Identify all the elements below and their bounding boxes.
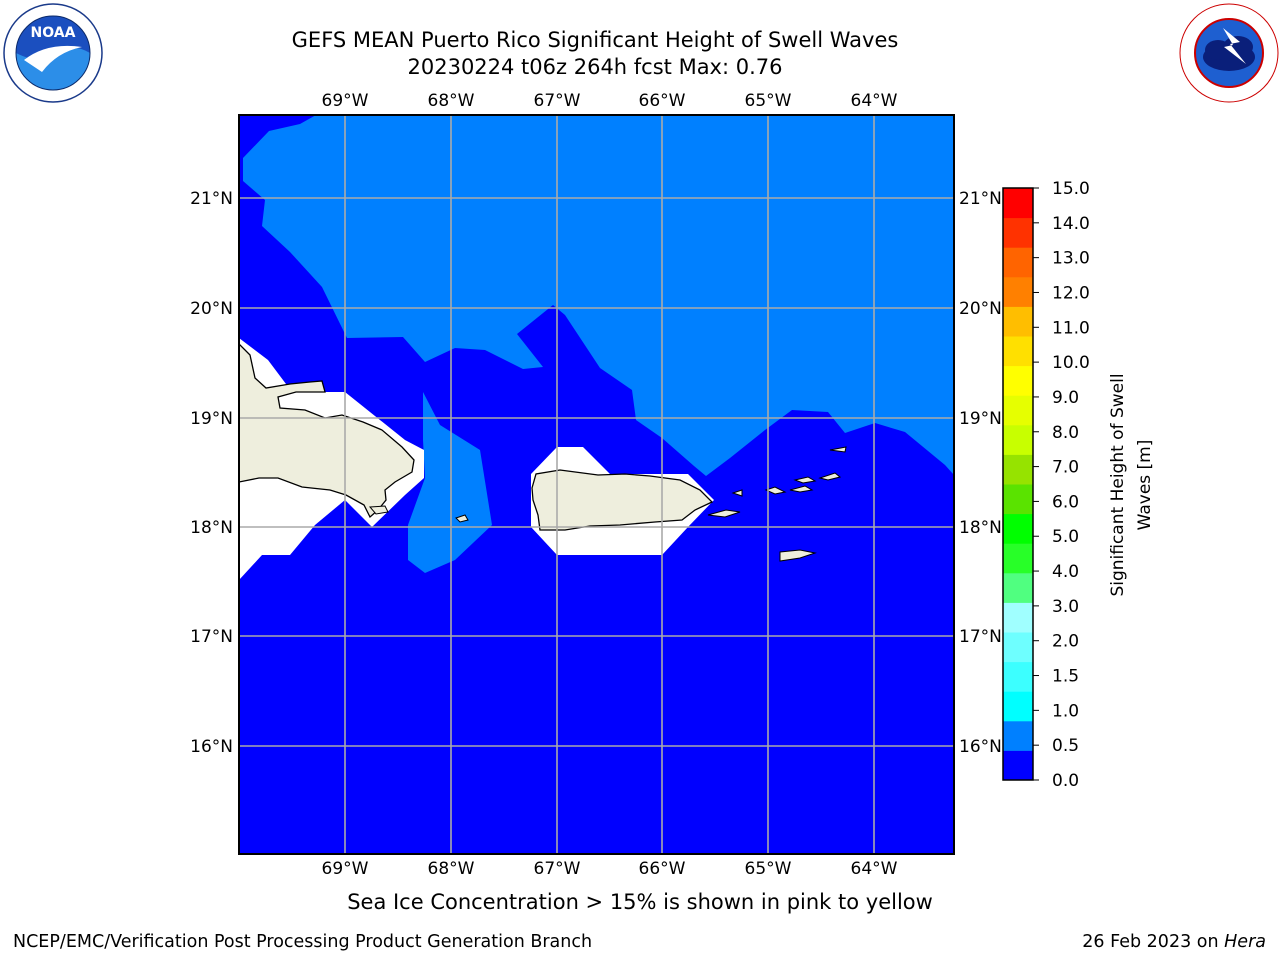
colorbar-tick-label: 3.0 [1052, 597, 1079, 617]
colorbar-segment [1003, 247, 1033, 278]
colorbar-tick-label: 4.0 [1052, 562, 1079, 582]
colorbar-segment [1003, 306, 1033, 337]
lon-labels-bottom: 69°W 68°W 67°W 66°W 65°W 64°W [322, 859, 898, 879]
lon-label: 69°W [322, 859, 369, 879]
lon-label: 66°W [639, 91, 686, 111]
colorbar-tick-label: 6.0 [1052, 492, 1079, 512]
land-culebra [731, 489, 743, 497]
lon-label: 65°W [745, 859, 792, 879]
colorbar-segment [1003, 454, 1033, 485]
land-puerto-rico [531, 469, 714, 531]
ocean-mid-swell-spot [412, 247, 433, 258]
lat-label: 20°N [959, 299, 1002, 319]
colorbar-label-line1: Significant Height of Swell [1108, 373, 1128, 596]
colorbar-frame [1002, 187, 1034, 781]
colorbar-tick-label: 15.0 [1052, 179, 1090, 199]
map-subtitle: 20230224 t06z 264h fcst Max: 0.76 [407, 55, 783, 79]
colorbar-segment [1003, 217, 1033, 248]
colorbar-segment [1003, 188, 1033, 219]
map-graticule [239, 115, 954, 854]
colorbar-tick-label: 7.0 [1052, 458, 1079, 478]
land-hispaniola [239, 343, 415, 519]
lon-label: 68°W [428, 91, 475, 111]
colorbar-tick-label: 1.0 [1052, 701, 1079, 721]
colorbar-label-line2: Waves [m] [1135, 440, 1155, 531]
lat-label: 16°N [959, 737, 1002, 757]
colorbar-segment [1003, 720, 1033, 751]
land-virgin-islands [764, 446, 847, 495]
colorbar-segment [1003, 572, 1033, 603]
colorbar-tick-label: 0.5 [1052, 736, 1079, 756]
colorbar-segments [1003, 188, 1033, 781]
lat-label: 21°N [959, 189, 1002, 209]
land-st-croix [779, 549, 817, 562]
colorbar-tick-label: 10.0 [1052, 353, 1090, 373]
colorbar-segment [1003, 513, 1033, 544]
colorbar-segment [1003, 336, 1033, 367]
colorbar-segment [1003, 543, 1033, 574]
map-frame [238, 114, 955, 855]
colorbar-tick-label: 0.0 [1052, 771, 1079, 791]
colorbar-segment [1003, 632, 1033, 663]
lon-label: 69°W [322, 91, 369, 111]
colorbar-segment [1003, 365, 1033, 396]
noaa-logo-text: NOAA [31, 25, 76, 41]
lat-label: 20°N [190, 299, 233, 319]
lat-label: 19°N [959, 409, 1002, 429]
colorbar-segment [1003, 750, 1033, 781]
colorbar-segment [1003, 484, 1033, 515]
lat-label: 16°N [190, 737, 233, 757]
ocean-mid-swell-region [243, 115, 954, 476]
land-vieques [707, 509, 741, 518]
lon-label: 64°W [851, 859, 898, 879]
lat-label: 21°N [190, 189, 233, 209]
colorbar-segment [1003, 602, 1033, 633]
colorbar-ticks: 0.0 0.5 1.0 1.5 2.0 3.0 4.0 5.0 6.0 7.0 8.0 9.0 10.0… [1033, 179, 1090, 791]
colorbar-tick-label: 14.0 [1052, 214, 1090, 234]
generation-date: 26 Feb 2023 on Hera [1082, 932, 1266, 952]
lat-labels-right: 21°N 20°N 19°N 18°N 17°N 16°N [959, 189, 1002, 757]
colorbar-tick-label: 9.0 [1052, 388, 1079, 408]
colorbar-tick-label: 1.5 [1052, 667, 1079, 687]
national-weather-service-logo-icon [1179, 3, 1279, 103]
colorbar-tick-label: 2.0 [1052, 632, 1079, 652]
lat-label: 18°N [959, 518, 1002, 538]
land-saona-island [368, 505, 389, 515]
lat-labels-left: 21°N 20°N 19°N 18°N 17°N 16°N [190, 189, 233, 757]
lon-labels-top: 69°W 68°W 67°W 66°W 65°W 64°W [322, 91, 898, 111]
colorbar-tick-label: 8.0 [1052, 423, 1079, 443]
colorbar-tick-label: 12.0 [1052, 283, 1090, 303]
producer-credit: NCEP/EMC/Verification Post Processing Pr… [13, 932, 593, 952]
lon-label: 67°W [534, 859, 581, 879]
colorbar-segment [1003, 661, 1033, 692]
land-mona-island [455, 514, 469, 523]
colorbar-segment [1003, 276, 1033, 307]
sea-ice-note: Sea Ice Concentration > 15% is shown in … [347, 890, 933, 914]
lon-label: 67°W [534, 91, 581, 111]
colorbar-tick-label: 13.0 [1052, 249, 1090, 269]
generation-date-text: 26 Feb 2023 on [1082, 932, 1225, 952]
colorbar-tick-label: 11.0 [1052, 318, 1090, 338]
colorbar-segment [1003, 424, 1033, 455]
colorbar-segment [1003, 691, 1033, 722]
lon-label: 68°W [428, 859, 475, 879]
colorbar-tick-label: 5.0 [1052, 527, 1079, 547]
machine-name: Hera [1224, 932, 1266, 952]
lat-label: 17°N [190, 627, 233, 647]
lon-label: 64°W [851, 91, 898, 111]
lon-label: 65°W [745, 91, 792, 111]
lon-label: 66°W [639, 859, 686, 879]
map-title: GEFS MEAN Puerto Rico Significant Height… [291, 28, 899, 52]
lat-label: 17°N [959, 627, 1002, 647]
colorbar-segment [1003, 395, 1033, 426]
noaa-logo-icon: NOAA [3, 3, 103, 103]
lat-label: 19°N [190, 409, 233, 429]
lat-label: 18°N [190, 518, 233, 538]
